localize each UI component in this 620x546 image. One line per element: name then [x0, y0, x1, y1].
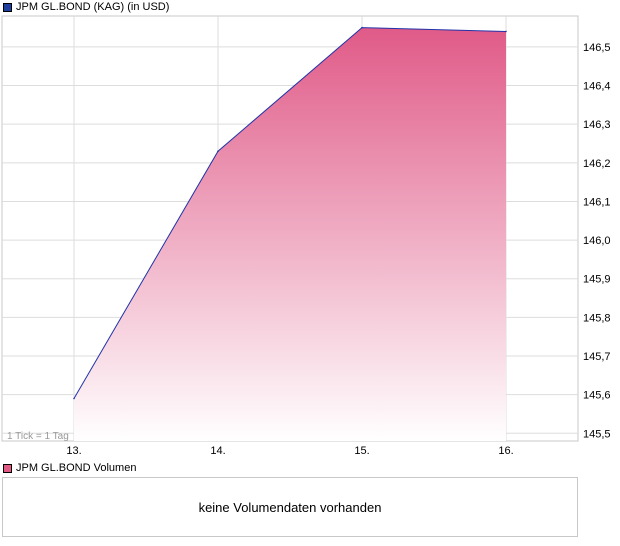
- price-legend-swatch: [3, 2, 12, 12]
- y-axis: 146,5 146,4 146,3 146,2 146,1 146,0 145,9 145,8…: [583, 42, 611, 440]
- x-tick-label: 13.: [66, 445, 81, 457]
- y-tick-label: 145,8: [583, 312, 611, 324]
- series-line: [73, 27, 507, 399]
- y-tick-label: 146,1: [583, 196, 611, 208]
- volume-legend-label: JPM GL.BOND Volumen: [16, 462, 137, 474]
- volume-empty-message: keine Volumendaten vorhanden: [198, 499, 382, 515]
- x-tick-label: 15.: [354, 445, 369, 457]
- data-point: [217, 150, 219, 153]
- y-tick-label: 146,0: [583, 235, 611, 247]
- series-area-fill: [74, 27, 506, 441]
- y-tick-label: 145,5: [583, 428, 611, 440]
- y-tick-label: 145,7: [583, 351, 611, 363]
- price-legend-label: JPM GL.BOND (KAG) (in USD): [16, 1, 170, 13]
- volume-panel: keine Volumendaten vorhanden: [2, 477, 578, 537]
- volume-legend-swatch: [3, 463, 12, 473]
- data-point: [361, 26, 363, 29]
- y-tick-label: 146,4: [583, 81, 611, 93]
- price-legend: JPM GL.BOND (KAG) (in USD): [3, 0, 169, 14]
- x-tick-label: 16.: [498, 445, 513, 457]
- y-tick-label: 145,6: [583, 390, 611, 402]
- y-tick-label: 145,9: [583, 274, 611, 286]
- volume-legend: JPM GL.BOND Volumen: [3, 461, 136, 475]
- data-point: [505, 30, 507, 33]
- data-point: [73, 397, 75, 400]
- x-tick-label: 14.: [210, 445, 225, 457]
- y-tick-label: 146,2: [583, 158, 611, 170]
- y-tick-label: 146,5: [583, 42, 611, 54]
- y-tick-label: 146,3: [583, 119, 611, 131]
- price-chart: 146,5 146,4 146,3 146,2 146,1 146,0 145,9 145,8…: [1, 15, 611, 457]
- tick-note: 1 Tick = 1 Tag: [7, 431, 69, 442]
- x-axis: 13. 14. 15. 16.: [66, 445, 513, 457]
- series-area: [73, 26, 507, 441]
